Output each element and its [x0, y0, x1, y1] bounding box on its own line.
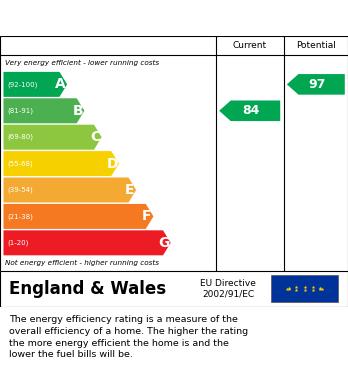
Bar [271, 275, 338, 302]
Text: (69-80): (69-80) [8, 134, 34, 140]
Polygon shape [287, 74, 345, 95]
Text: E: E [125, 183, 134, 197]
Text: G: G [158, 236, 170, 250]
Text: 97: 97 [309, 78, 326, 91]
Text: (39-54): (39-54) [8, 187, 33, 193]
Polygon shape [3, 125, 102, 150]
Text: A: A [55, 77, 66, 91]
Text: Current: Current [232, 41, 267, 50]
Text: C: C [90, 130, 100, 144]
Text: The energy efficiency rating is a measure of the
overall efficiency of a home. T: The energy efficiency rating is a measur… [9, 315, 248, 359]
Text: (92-100): (92-100) [8, 81, 38, 88]
Polygon shape [3, 151, 119, 176]
Text: Very energy efficient - lower running costs: Very energy efficient - lower running co… [5, 60, 159, 66]
Polygon shape [3, 204, 153, 229]
Text: (1-20): (1-20) [8, 240, 29, 246]
Text: EU Directive
2002/91/EC: EU Directive 2002/91/EC [200, 279, 256, 298]
Text: Energy Efficiency Rating: Energy Efficiency Rating [9, 11, 230, 25]
Text: Potential: Potential [296, 41, 336, 50]
Polygon shape [3, 230, 171, 255]
Text: F: F [142, 210, 152, 223]
Text: (21-38): (21-38) [8, 213, 33, 220]
Text: (81-91): (81-91) [8, 108, 34, 114]
Text: 84: 84 [243, 104, 260, 117]
Text: B: B [72, 104, 83, 118]
Text: D: D [106, 156, 118, 170]
Text: (55-68): (55-68) [8, 160, 33, 167]
Text: England & Wales: England & Wales [9, 280, 166, 298]
Polygon shape [219, 100, 280, 121]
Polygon shape [3, 72, 67, 97]
Polygon shape [3, 98, 84, 123]
Text: Not energy efficient - higher running costs: Not energy efficient - higher running co… [5, 260, 159, 266]
Polygon shape [3, 178, 136, 203]
